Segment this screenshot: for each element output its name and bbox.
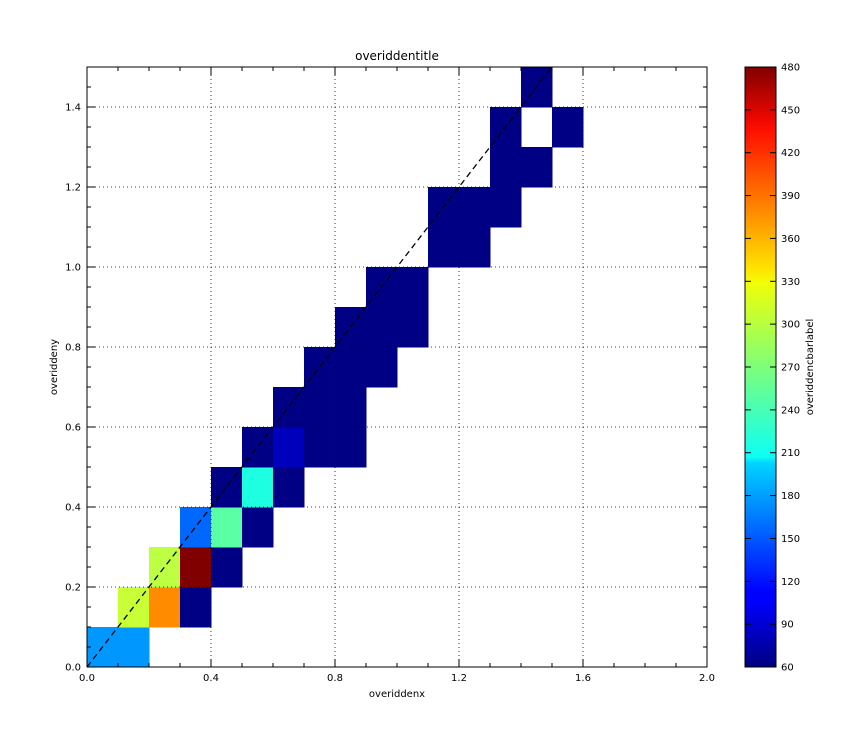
colorbar-tick-label: 360 (781, 234, 800, 245)
grid-lines (87, 67, 707, 667)
heatmap-cell (335, 427, 367, 468)
x-tick-label: 0.4 (203, 673, 219, 684)
heatmap-cell (428, 227, 460, 268)
y-tick-label: 0.0 (65, 663, 81, 674)
x-axis-label: overiddenx (369, 689, 425, 700)
heatmap-cell (366, 307, 398, 348)
colorbar-label: overiddencbarlabel (805, 319, 816, 416)
colorbar-tick-label: 450 (781, 105, 800, 116)
y-tick-label: 0.4 (65, 503, 81, 514)
heatmap-cell (180, 547, 212, 588)
heatmap-cell (459, 187, 491, 228)
colorbar-tick-label: 480 (781, 63, 800, 74)
heatmap-cell (273, 467, 305, 508)
heatmap-cell (304, 427, 336, 468)
colorbar-ticks: 60 90 120 150 180 210 240 270 300 330 360 390 420 450… (745, 63, 800, 674)
heatmap-cell (397, 307, 429, 348)
reference-diagonal-line (87, 67, 553, 667)
colorbar-tick-label: 240 (781, 405, 800, 416)
heatmap-cell (552, 107, 584, 148)
y-tick-label: 0.8 (65, 343, 81, 354)
heatmap-cell (211, 507, 243, 548)
heatmap-cell (490, 187, 522, 228)
chart-title: overiddentitle (355, 49, 439, 63)
heatmap-cell (366, 347, 398, 388)
y-tick-label: 1.4 (65, 103, 81, 114)
x-tick-label: 2.0 (699, 673, 715, 684)
y-axis-ticks: 0.0 0.2 0.4 0.6 0.8 1.0 1.2 1.4 (65, 66, 707, 674)
colorbar-tick-label: 180 (781, 491, 800, 502)
heatmap-cell (397, 267, 429, 308)
y-tick-label: 1.0 (65, 263, 81, 274)
y-axis-label: overiddeny (49, 339, 60, 395)
colorbar-tick-label: 120 (781, 577, 800, 588)
heatmap-cell (242, 467, 274, 508)
x-axis-ticks: 0.0 0.4 0.8 1.2 1.6 2.0 (79, 67, 715, 684)
x-tick-label: 1.2 (451, 673, 467, 684)
colorbar-tick-label: 60 (781, 663, 794, 674)
heatmap-cell (273, 427, 305, 468)
colorbar-tick-label: 300 (781, 320, 800, 331)
heatmap-cell (211, 547, 243, 588)
y-tick-label: 1.2 (65, 183, 81, 194)
colorbar-tick-label: 390 (781, 191, 800, 202)
heatmap-cell (335, 387, 367, 428)
heatmap-cell (304, 387, 336, 428)
x-tick-label: 0.0 (79, 673, 95, 684)
heatmap-cell (521, 147, 553, 188)
x-tick-label: 0.8 (327, 673, 343, 684)
heatmap-cell (335, 347, 367, 388)
colorbar-tick-label: 330 (781, 277, 800, 288)
heatmap-cell (490, 147, 522, 188)
colorbar-tick-label: 210 (781, 448, 800, 459)
x-tick-label: 1.6 (575, 673, 591, 684)
heatmap-cell (459, 227, 491, 268)
colorbar-tick-label: 90 (781, 620, 794, 631)
y-tick-label: 0.6 (65, 423, 81, 434)
y-tick-label: 0.2 (65, 583, 81, 594)
heatmap-cell (180, 587, 212, 628)
colorbar-tick-label: 420 (781, 148, 800, 159)
heatmap-cell (118, 627, 150, 667)
colorbar-tick-label: 150 (781, 534, 800, 545)
heatmap-cell (149, 587, 181, 628)
heatmap-cell (242, 507, 274, 548)
colorbar-tick-label: 270 (781, 363, 800, 374)
